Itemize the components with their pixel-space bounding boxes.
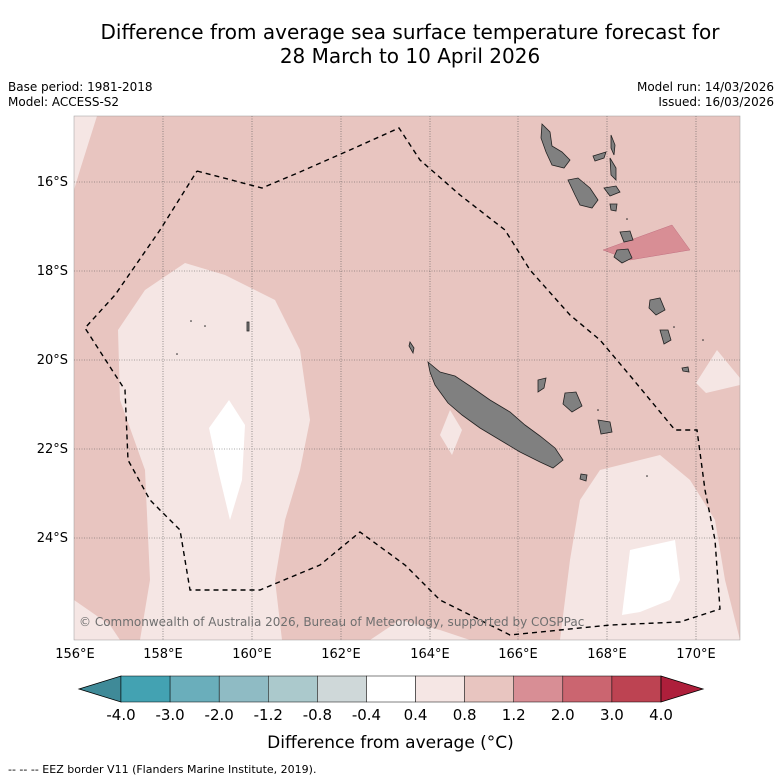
lon-label-156e: 156°E	[55, 647, 95, 662]
colorbar-swatch	[562, 675, 613, 703]
colorbar-tick-label: 0.4	[403, 706, 428, 724]
meta-left: Base period: 1981-2018 Model: ACCESS-S2	[8, 80, 153, 110]
colorbar-tick-label: -4.0	[106, 706, 136, 724]
vanuatu-ambae	[592, 151, 607, 162]
colorbar-swatch	[464, 675, 514, 703]
eez-border	[84, 127, 721, 636]
colorbar-tick-label: -3.0	[155, 706, 185, 724]
graticule	[74, 116, 740, 640]
colorbar-swatch	[415, 675, 465, 703]
colorbar-swatch	[218, 675, 269, 703]
colorbar-swatch	[611, 675, 662, 703]
colorbar-tick-label: -2.0	[204, 706, 234, 724]
colorbar-tick-label: -0.8	[302, 706, 332, 724]
vanuatu-efate	[619, 230, 634, 243]
sst-region-islet	[440, 410, 462, 455]
sst-region-east	[696, 350, 740, 393]
lat-label-20s: 20°S	[36, 353, 68, 368]
colorbar-swatch	[169, 675, 220, 703]
lon-label-162e: 162°E	[321, 647, 361, 662]
lat-label-18s: 18°S	[36, 264, 68, 279]
colorbar-tick-label: 2.0	[550, 706, 575, 724]
island-ouvea	[537, 377, 547, 393]
island-lifou	[562, 391, 583, 413]
colorbar-tick-label: 4.0	[649, 706, 673, 724]
colorbar-swatch	[513, 675, 564, 703]
meta-right: Model run: 14/03/2026 Issued: 16/03/2026	[637, 80, 774, 110]
sst-zero-southeast	[622, 540, 680, 615]
vanuatu-tanna	[648, 297, 666, 316]
island-pines	[579, 473, 588, 482]
vanuatu-espiritu-santo	[540, 123, 571, 169]
colorbar-swatch	[317, 675, 367, 703]
colorbar	[77, 675, 705, 703]
islets	[176, 218, 704, 477]
vanuatu-maewo	[610, 134, 616, 156]
model-name: Model: ACCESS-S2	[8, 95, 120, 109]
base-period: Base period: 1981-2018	[8, 80, 153, 94]
island-mare	[597, 419, 613, 435]
lat-label-22s: 22°S	[36, 442, 68, 457]
map-area	[74, 116, 740, 640]
island-west	[246, 321, 250, 332]
lon-label-166e: 166°E	[498, 647, 538, 662]
island-matthew	[681, 366, 690, 373]
model-run: Model run: 14/03/2026	[636, 80, 774, 94]
colorbar-over-arrow	[660, 675, 705, 703]
colorbar-tick-label: 3.0	[599, 706, 624, 724]
sst-region-central-west	[118, 263, 310, 640]
map-title: Difference from average sea surface temp…	[40, 20, 780, 68]
issued-date: Issued: 16/03/2026	[658, 95, 774, 109]
colorbar-label: Difference from average (°C)	[267, 733, 514, 753]
sst-region-south	[370, 620, 470, 640]
title-line-2: 28 March to 10 April 2026	[279, 44, 541, 68]
vanuatu-ambrym	[603, 185, 621, 197]
colorbar-tick-label: 0.8	[452, 706, 477, 724]
sst-region-west	[74, 116, 97, 190]
colorbar-tick-label: -1.2	[253, 706, 283, 724]
lon-label-160e: 160°E	[232, 647, 272, 662]
map-frame	[73, 115, 741, 641]
lon-label-168e: 168°E	[587, 647, 627, 662]
eez-legend: -- -- -- EEZ border V11 (Flanders Marine…	[8, 763, 317, 776]
lon-label-164e: 164°E	[410, 647, 450, 662]
title-line-1: Difference from average sea surface temp…	[100, 20, 720, 44]
vanuatu-malekula	[567, 177, 599, 209]
vanuatu-pentecost	[609, 157, 617, 181]
colorbar-swatch	[366, 675, 416, 703]
lon-label-170e: 170°E	[676, 647, 716, 662]
vanuatu-erromango	[613, 248, 633, 264]
colorbar-swatch	[268, 675, 318, 703]
vanuatu-epi	[609, 203, 618, 212]
land-masses	[246, 123, 690, 482]
sst-region-southwest	[74, 600, 120, 640]
colorbar-swatch	[120, 675, 171, 703]
vanuatu-aneityum	[659, 329, 672, 345]
island-belep	[408, 341, 415, 355]
lon-label-158e: 158°E	[143, 647, 183, 662]
lat-label-24s: 24°S	[36, 531, 68, 546]
sst-zero-central	[209, 400, 245, 520]
sst-region-small	[182, 598, 218, 618]
colorbar-under-arrow	[77, 675, 122, 703]
copyright: © Commonwealth of Australia 2026, Bureau…	[79, 615, 585, 629]
colorbar-tick-label: 1.2	[501, 706, 526, 724]
new-caledonia-main	[427, 360, 564, 469]
colorbar-tick-label: -0.4	[351, 706, 382, 724]
lat-label-16s: 16°S	[36, 175, 68, 190]
